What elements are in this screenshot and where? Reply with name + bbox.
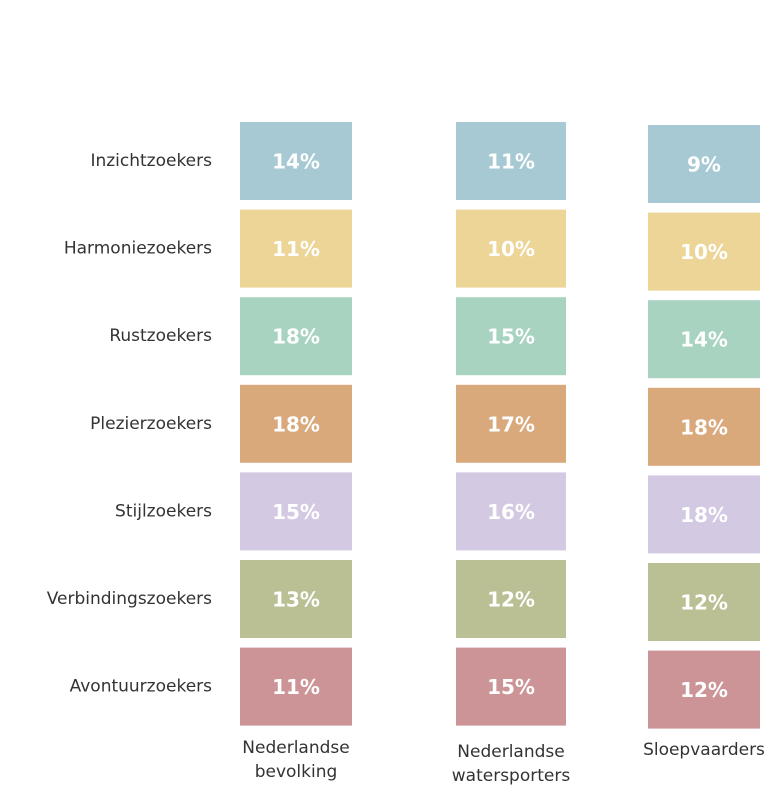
segment-box [648, 212, 760, 291]
segment-value: 14% [272, 150, 320, 174]
row-label: Inzichtzoekers [90, 151, 212, 171]
segment-value: 18% [680, 415, 728, 439]
segment-value: 10% [680, 240, 728, 264]
column-label: Nederlandse [242, 738, 349, 758]
row-label: Rustzoekers [109, 326, 212, 346]
column-label: bevolking [255, 762, 338, 782]
segment-box [648, 125, 760, 203]
segment-box [648, 300, 760, 379]
segment-box [456, 560, 566, 638]
column-label: watersporters [452, 766, 571, 786]
segment-value: 11% [272, 675, 320, 699]
row-label: Harmoniezoekers [64, 239, 212, 259]
segment-value: 18% [680, 503, 728, 527]
segment-value: 18% [272, 325, 320, 349]
segment-box [648, 650, 760, 729]
row-label: Avontuurzoekers [70, 677, 213, 697]
segment-box [648, 563, 760, 641]
segment-box [240, 472, 352, 551]
segment-value: 17% [487, 412, 535, 436]
segment-value: 15% [272, 500, 320, 524]
segment-box [240, 209, 352, 288]
segment-value: 10% [487, 237, 535, 261]
segment-box [456, 472, 566, 551]
segment-value: 14% [680, 328, 728, 352]
segment-value: 12% [680, 678, 728, 702]
column-label: Nederlandse [457, 742, 564, 762]
segment-value: 12% [680, 591, 728, 615]
segment-box [240, 647, 352, 726]
segment-value: 11% [272, 237, 320, 261]
row-label: Plezierzoekers [90, 414, 212, 434]
segment-value: 16% [487, 500, 535, 524]
segment-value: 15% [487, 675, 535, 699]
segment-box [240, 297, 352, 376]
segment-box [456, 647, 566, 726]
row-label: Verbindingszoekers [47, 589, 212, 609]
segment-box [240, 384, 352, 463]
segment-box [456, 384, 566, 463]
segment-box [456, 209, 566, 288]
segment-value: 11% [487, 150, 535, 174]
segment-value: 15% [487, 325, 535, 349]
segment-box [648, 387, 760, 466]
segment-box [240, 122, 352, 200]
segment-box [240, 560, 352, 638]
segment-box [456, 122, 566, 200]
segment-value: 12% [487, 588, 535, 612]
segment-box [648, 475, 760, 554]
segment-value: 9% [687, 153, 721, 177]
segment-box [456, 297, 566, 376]
segment-value: 18% [272, 412, 320, 436]
row-label: Stijlzoekers [115, 501, 212, 521]
segment-value: 13% [272, 588, 320, 612]
column-label: Sloepvaarders [643, 740, 765, 760]
